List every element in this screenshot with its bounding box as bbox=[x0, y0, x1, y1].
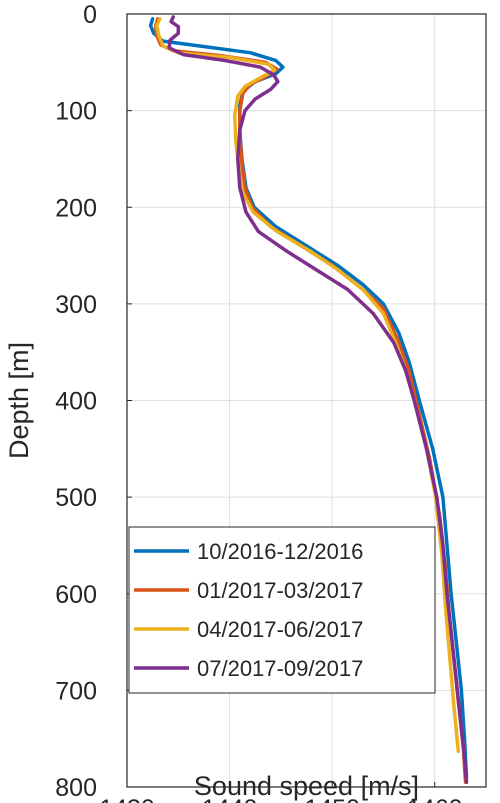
x-tick-label: 1440 bbox=[202, 795, 258, 803]
legend-label-1: 10/2016-12/2016 bbox=[197, 539, 363, 564]
series-line-4 bbox=[167, 15, 469, 784]
legend-box bbox=[128, 526, 436, 694]
tick-labels: 1430 1440 1450 1460 0 100 200 300 400 500 600 700 80… bbox=[55, 1, 462, 803]
legend-label-2: 01/2017-03/2017 bbox=[197, 578, 363, 603]
y-axis-label: Depth [m] bbox=[4, 342, 34, 459]
y-tick-label: 600 bbox=[55, 581, 97, 609]
y-tick-label: 300 bbox=[55, 291, 97, 319]
y-tick-label: 100 bbox=[55, 98, 97, 126]
series-lines bbox=[148, 15, 469, 784]
x-tick-label: 1460 bbox=[407, 795, 463, 803]
y-tick-label: 400 bbox=[55, 388, 97, 416]
y-tick-label: 700 bbox=[55, 677, 97, 705]
series-line-1 bbox=[148, 17, 469, 780]
legend: 10/2016-12/2016 01/2017-03/2017 04/2017-06… bbox=[128, 526, 436, 694]
legend-label-3: 04/2017-06/2017 bbox=[197, 617, 363, 642]
y-tick-label: 500 bbox=[55, 484, 97, 512]
y-tick-label: 800 bbox=[55, 774, 97, 802]
legend-label-4: 07/2017-09/2017 bbox=[197, 656, 363, 681]
y-tick-label: 0 bbox=[83, 1, 97, 29]
x-tick-label: 1450 bbox=[304, 795, 360, 803]
x-tick-label: 1430 bbox=[99, 795, 155, 803]
y-tick-label: 200 bbox=[55, 194, 97, 222]
x-axis-label: Sound speed [m/s] bbox=[194, 771, 419, 801]
tick-marks bbox=[126, 13, 436, 788]
